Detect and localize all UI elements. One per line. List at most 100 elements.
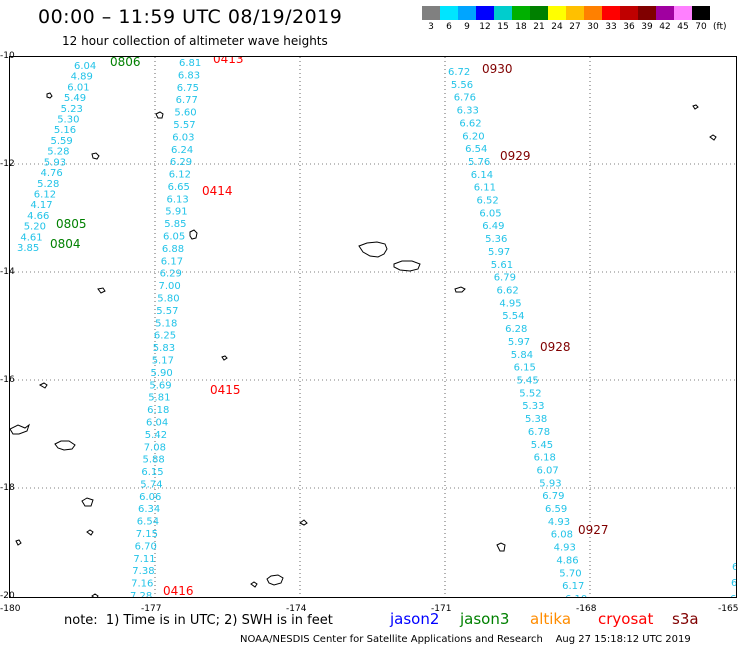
scale-swatch: [620, 6, 638, 20]
scale-label: 36: [623, 22, 635, 32]
swh-value: 5.49: [64, 93, 86, 104]
swh-value: 5.84: [511, 350, 533, 361]
scale-label: 24: [551, 22, 563, 32]
swh-value: 6.01: [67, 82, 89, 93]
swh-value: 6.28: [505, 324, 527, 335]
scale-label: 45: [677, 22, 689, 32]
swh-value: 4.89: [71, 72, 93, 83]
swh-value: 6.49: [482, 221, 504, 232]
pass-time-label: 0415: [210, 383, 241, 397]
scale-label: 21: [533, 22, 545, 32]
altimeter-tracks: 6.044.896.015.495.235.305.165.595.285.93…: [17, 57, 737, 598]
swh-value: 5.93: [539, 478, 561, 489]
legend-altika: altika: [530, 610, 571, 628]
swh-value: 6.04: [146, 418, 168, 429]
scale-label: 15: [497, 22, 509, 32]
swh-value: 5.91: [165, 207, 187, 218]
lon-label: -165: [718, 604, 739, 614]
swh-value: 6.07: [537, 466, 559, 477]
legend-jason3-label: jason3: [460, 610, 510, 628]
swh-value: 5.28: [37, 179, 59, 190]
swh-value: 6.17: [562, 581, 584, 592]
swh-value: 6.18: [534, 453, 556, 464]
lon-label: -171: [431, 604, 452, 614]
swh-value: 6.14: [471, 170, 493, 181]
swh-value: 6.18: [147, 405, 169, 416]
swh-value: 5.81: [148, 393, 170, 404]
pass-time-label: 0805: [56, 217, 87, 231]
pass-time-label: 0804: [50, 237, 81, 251]
swh-value: 5.60: [174, 108, 196, 119]
swh-value: 6.34: [138, 504, 160, 515]
swh-value: 6.83: [178, 70, 200, 81]
swh-value: 6.78: [528, 427, 550, 438]
swh-value: 6.8: [730, 594, 737, 598]
map-canvas: 6.044.896.015.495.235.305.165.595.285.93…: [10, 57, 737, 598]
swh-value: 4.66: [27, 211, 49, 222]
scale-label: 18: [515, 22, 527, 32]
swh-value: 5.85: [164, 219, 186, 230]
swh-value: 6.81: [179, 58, 201, 69]
pass-time-label: 0927: [578, 523, 609, 537]
scale-swatch: [530, 6, 548, 20]
swh-value: 5.70: [559, 568, 581, 579]
swh-value: 6.13: [167, 194, 189, 205]
pass-time-label: 0930: [482, 62, 513, 76]
lat-label: -18: [0, 483, 15, 493]
swh-value: 5.59: [51, 136, 73, 147]
swh-value: 6.17: [161, 256, 183, 267]
swh-value: 6.29: [170, 157, 192, 168]
swh-value: 5.42: [145, 430, 167, 441]
swh-value: 6.29: [160, 269, 182, 280]
lon-label: -180: [0, 604, 21, 614]
swh-value: 5.33: [522, 401, 544, 412]
swh-value: 7.08: [144, 442, 166, 453]
legend-jason2: jason2: [390, 610, 439, 628]
swh-value: 6.05: [479, 208, 501, 219]
swh-value: 5.18: [155, 318, 177, 329]
swh-value: 6.52: [477, 196, 499, 207]
legend-cryosat: cryosat: [598, 610, 653, 628]
swh-value: 6.15: [141, 467, 163, 478]
scale-label: 70: [695, 22, 707, 32]
scale-swatch: [476, 6, 494, 20]
legend-jason3: jason3: [460, 610, 509, 628]
swh-value: 5.23: [61, 104, 83, 115]
scale-swatch: [440, 6, 458, 20]
swh-value: 4.93: [548, 517, 570, 528]
swh-value: 6.79: [542, 491, 564, 502]
swh-value: 7.28: [130, 591, 152, 598]
swh-value: 5.97: [488, 247, 510, 258]
footer-credit: NOAA/NESDIS Center for Satellite Applica…: [240, 634, 691, 645]
scale-label: 33: [605, 22, 617, 32]
swh-value: 6.77: [176, 95, 198, 106]
scale-label: 12: [479, 22, 491, 32]
pass-time-label: 0414: [202, 184, 233, 198]
map-title: 00:00 – 11:59 UTC 08/19/2019: [38, 6, 343, 28]
swh-value: 6.54: [465, 144, 487, 155]
swh-value: 6.54: [137, 517, 159, 528]
swh-value: 5.97: [508, 337, 530, 348]
swh-value: 6.12: [34, 190, 56, 201]
scale-swatch: [602, 6, 620, 20]
swh-value: 5.38: [525, 414, 547, 425]
scale-swatch: [494, 6, 512, 20]
grid-lines: [10, 57, 736, 597]
swh-value: 6.33: [457, 106, 479, 117]
swh-value: 4.95: [499, 298, 521, 309]
pass-time-label: 0806: [110, 57, 141, 69]
swh-value: 4.17: [30, 200, 52, 211]
swh-value: 3.85: [17, 243, 39, 254]
swh-value: 6.11: [474, 183, 496, 194]
swh-value: 7.00: [159, 281, 181, 292]
swh-value: 5.74: [140, 479, 162, 490]
swh-value: 5.36: [485, 234, 507, 245]
swh-value: 4.61: [20, 232, 42, 243]
scale-label: 42: [659, 22, 671, 32]
scale-label: 27: [569, 22, 581, 32]
swh-value: 5.30: [57, 115, 79, 126]
pass-time-label: 0416: [163, 584, 194, 598]
lon-label: -174: [286, 604, 307, 614]
map-panel[interactable]: 6.04 4.89 6.01 5.49 5.23 5.30 5.16 5.59 5.28 5.93…: [9, 56, 737, 598]
pass-time-label: 0929: [500, 149, 531, 163]
